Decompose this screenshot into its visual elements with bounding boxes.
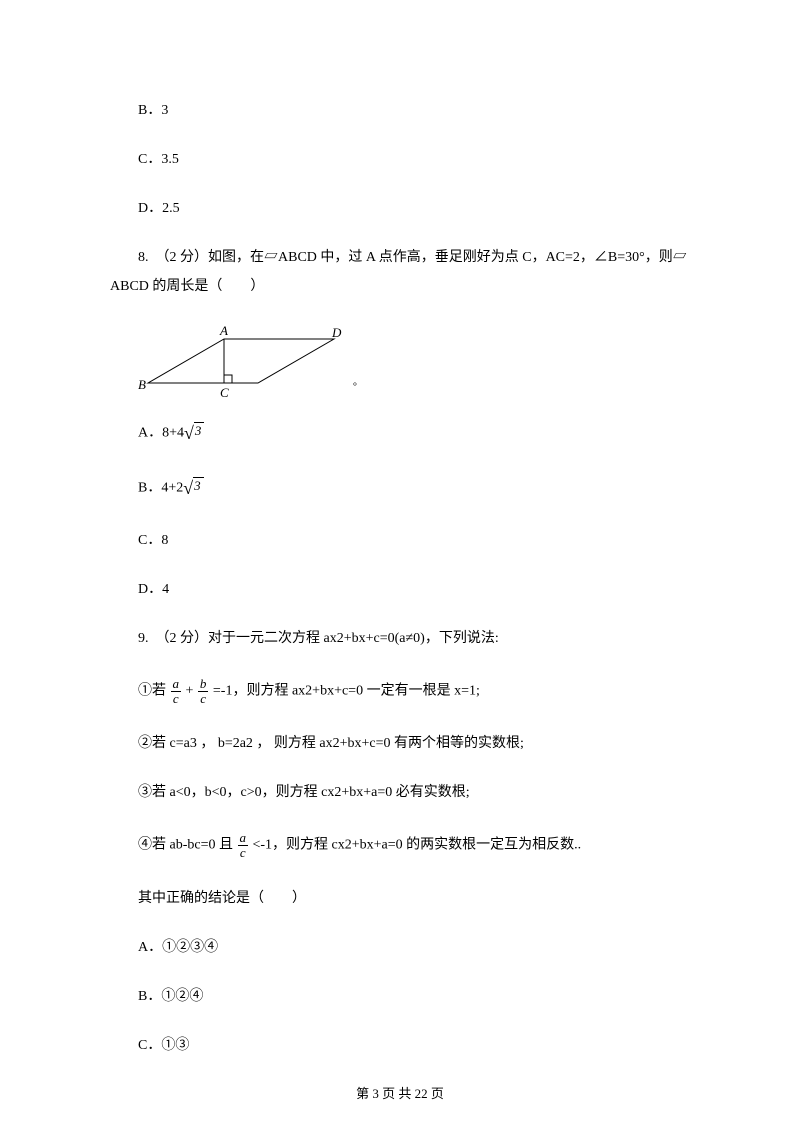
q8-option-c: C．8 (110, 530, 720, 551)
q9-s1-prefix: ①若 (138, 683, 166, 698)
q7-option-c: C．3.5 (110, 149, 720, 170)
q9-statement-1: ①若 ac + bc =-1，则方程 ax2+bx+c=0 一定有一根是 x=1… (110, 677, 720, 705)
q8-option-b-prefix: B．4+2 (138, 481, 183, 496)
fraction-icon: ac (238, 831, 249, 859)
q8-option-b: B．4+2√3 (110, 475, 720, 502)
label-a: A (219, 325, 228, 338)
page-footer: 第 3 页 共 22 页 (0, 1083, 800, 1102)
label-c: C (220, 385, 229, 400)
q9-option-b: B．①②④ (110, 986, 720, 1007)
q7-option-d: D．2.5 (110, 198, 720, 219)
q8-stem-line1: 8. （2 分）如图，在▱ABCD 中，过 A 点作高，垂足刚好为点 C，AC=… (110, 247, 720, 268)
q9-s4-prefix: ④若 ab-bc=0 且 (138, 838, 233, 853)
q8-option-a-prefix: A．8+4 (138, 426, 184, 441)
q9-stem: 9. （2 分）对于一元二次方程 ax2+bx+c=0(a≠0)，下列说法: (110, 628, 720, 649)
q9-s4-suffix: <-1，则方程 cx2+bx+a=0 的两实数根一定互为相反数.. (253, 838, 582, 853)
page-content: B．3 C．3.5 D．2.5 8. （2 分）如图，在▱ABCD 中，过 A … (0, 0, 800, 1124)
q8-stem-line2: ABCD 的周长是（ ） (110, 276, 720, 297)
sqrt-icon: √3 (183, 475, 203, 502)
q8-option-d: D．4 (110, 579, 720, 600)
q9-conclusion: 其中正确的结论是（ ） (110, 888, 720, 909)
fraction-icon: bc (198, 677, 209, 705)
diagram-marker: 。 (353, 377, 363, 388)
q8-diagram: A D B C 。 (110, 325, 720, 400)
q9-option-c: C．①③ (110, 1035, 720, 1056)
q9-s1-plus: + (186, 683, 194, 698)
sqrt-icon: √3 (184, 420, 204, 447)
label-d: D (331, 325, 342, 340)
q9-statement-3: ③若 a<0，b<0，c>0，则方程 cx2+bx+a=0 必有实数根; (110, 782, 720, 803)
fraction-icon: ac (171, 677, 182, 705)
q9-statement-2: ②若 c=a3 ， b=2a2 ， 则方程 ax2+bx+c=0 有两个相等的实… (110, 733, 720, 754)
q9-statement-4: ④若 ab-bc=0 且 ac <-1，则方程 cx2+bx+a=0 的两实数根… (110, 831, 720, 859)
q8-option-a: A．8+4√3 (110, 420, 720, 447)
label-b: B (138, 377, 146, 392)
parallelogram-icon: A D B C 。 (138, 325, 368, 400)
q7-option-b: B．3 (110, 100, 720, 121)
q9-s1-suffix: =-1，则方程 ax2+bx+c=0 一定有一根是 x=1; (213, 683, 480, 698)
q9-option-a: A．①②③④ (110, 937, 720, 958)
